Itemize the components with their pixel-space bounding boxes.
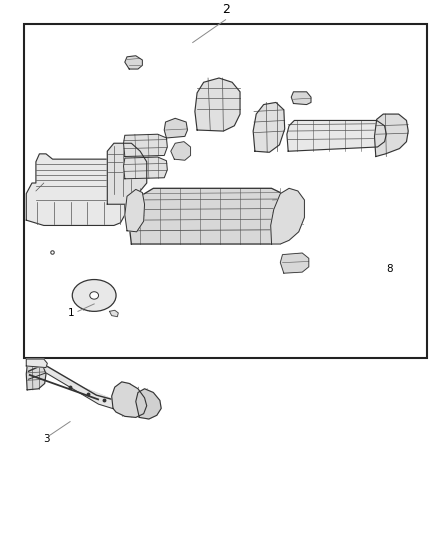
Polygon shape	[374, 114, 408, 157]
Polygon shape	[287, 120, 386, 151]
Polygon shape	[125, 56, 142, 69]
Polygon shape	[110, 310, 118, 317]
Polygon shape	[129, 188, 289, 244]
Ellipse shape	[90, 292, 99, 299]
Polygon shape	[253, 102, 285, 152]
Polygon shape	[26, 359, 47, 368]
Polygon shape	[125, 189, 145, 232]
Polygon shape	[164, 118, 187, 138]
Polygon shape	[136, 389, 161, 419]
Polygon shape	[107, 143, 147, 204]
Bar	[24, 24, 427, 358]
Polygon shape	[124, 134, 167, 157]
Polygon shape	[26, 154, 134, 225]
Polygon shape	[291, 92, 311, 104]
Polygon shape	[112, 382, 147, 417]
Polygon shape	[171, 142, 191, 160]
Polygon shape	[195, 78, 240, 131]
Text: 8: 8	[386, 264, 393, 274]
Ellipse shape	[72, 279, 116, 311]
Text: 2: 2	[222, 3, 230, 16]
Polygon shape	[280, 253, 309, 273]
Text: 3: 3	[43, 434, 49, 443]
Text: 1: 1	[68, 308, 74, 318]
Polygon shape	[26, 364, 46, 390]
Polygon shape	[124, 157, 167, 179]
Polygon shape	[28, 365, 117, 410]
Polygon shape	[271, 188, 304, 244]
